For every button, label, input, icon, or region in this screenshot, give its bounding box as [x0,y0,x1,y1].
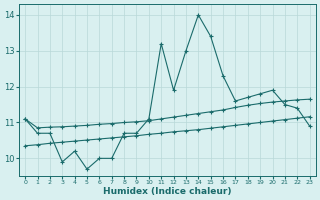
X-axis label: Humidex (Indice chaleur): Humidex (Indice chaleur) [103,187,232,196]
